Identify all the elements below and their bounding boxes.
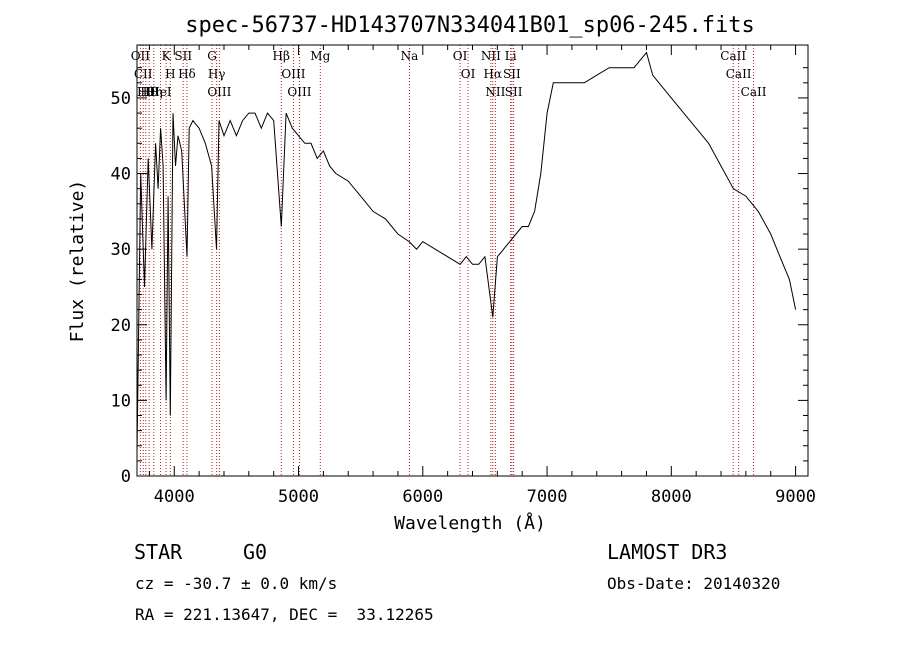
plot-frame xyxy=(136,44,809,477)
line-label: OIII xyxy=(207,85,231,99)
line-label: CII xyxy=(134,67,153,81)
line-label: Na xyxy=(401,49,419,63)
chart-title: spec-56737-HD143707N334041B01_sp06-245.f… xyxy=(185,13,755,38)
line-label: OIII xyxy=(287,85,311,99)
line-label: HeI xyxy=(149,85,172,99)
line-label: Hθ xyxy=(140,85,158,99)
line-label: Hγ xyxy=(208,67,226,81)
x-tick-label: 6000 xyxy=(402,487,443,507)
y-tick-label: 30 xyxy=(111,240,131,260)
line-label: Mg xyxy=(310,49,330,63)
spectral-line-labels: OIICIIHθHθHηHeIKHSIIHδGHγOIIIHβOIIIOIIIM… xyxy=(131,49,767,99)
coordinates-label: RA = 221.13647, DEC = 33.12265 xyxy=(135,605,434,624)
spectral-line-markers xyxy=(139,45,755,476)
object-type-label: STAR xyxy=(134,540,183,564)
x-tick-label: 9000 xyxy=(775,487,816,507)
line-label: NII xyxy=(481,49,501,63)
line-label: G xyxy=(207,49,217,63)
line-label: Hα xyxy=(483,67,502,81)
line-label: Hη xyxy=(145,85,163,99)
redshift-label: cz = -30.7 ± 0.0 km/s xyxy=(135,574,337,593)
line-label: OII xyxy=(131,49,151,63)
line-label: CaII xyxy=(741,85,767,99)
x-tick-label: 4000 xyxy=(154,487,195,507)
y-tick-label: 0 xyxy=(121,467,131,487)
line-label: H xyxy=(165,67,175,81)
line-label: K xyxy=(162,49,172,63)
line-label: SII xyxy=(174,49,192,63)
line-label: Hδ xyxy=(178,67,196,81)
line-label: SII xyxy=(505,85,523,99)
y-tick-label: 20 xyxy=(111,316,131,336)
subclass-label: G0 xyxy=(243,540,267,564)
x-axis-label: Wavelength (Å) xyxy=(394,512,546,534)
y-axis-label: Flux (relative) xyxy=(67,180,88,343)
line-label: OI xyxy=(453,49,468,63)
obs-date-label: Obs-Date: 20140320 xyxy=(607,574,780,593)
line-label: OI xyxy=(461,67,476,81)
line-label: CaII xyxy=(720,49,746,63)
x-tick-label: 5000 xyxy=(278,487,319,507)
x-tick-label: 7000 xyxy=(527,487,568,507)
line-label: Li xyxy=(505,49,517,63)
line-label: NII xyxy=(485,85,505,99)
spectrum-series-line xyxy=(136,51,797,454)
y-tick-label: 10 xyxy=(111,391,131,411)
y-tick-label: 40 xyxy=(111,165,131,185)
line-label: CaII xyxy=(726,67,752,81)
y-tick-label: 50 xyxy=(111,89,131,109)
line-label: SII xyxy=(503,67,521,81)
line-label: Hθ xyxy=(137,85,155,99)
x-axis: 4000 5000 6000 7000 8000 9000 xyxy=(148,45,816,507)
line-label: OIII xyxy=(281,67,305,81)
x-tick-label: 8000 xyxy=(651,487,692,507)
y-axis: 0 10 20 30 40 50 xyxy=(111,67,808,487)
line-label: Hβ xyxy=(273,49,290,63)
survey-label: LAMOST DR3 xyxy=(607,540,727,564)
